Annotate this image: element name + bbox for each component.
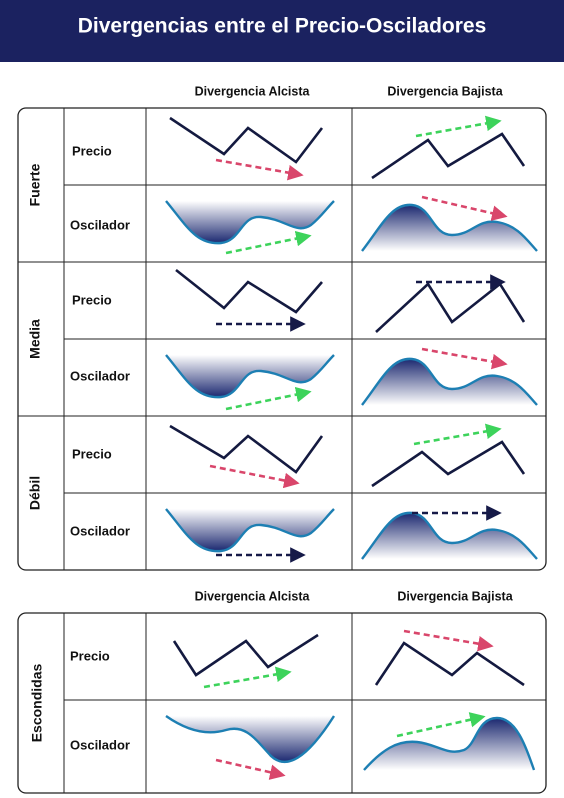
row-label: Oscilador: [70, 217, 130, 232]
column-header: Divergencia Bajista: [387, 84, 503, 98]
header-band: [0, 0, 564, 62]
column-header: Divergencia Bajista: [397, 589, 513, 603]
column-header: Divergencia Alcista: [195, 84, 311, 98]
column-header: Divergencia Alcista: [195, 589, 311, 603]
row-label: Precio: [72, 292, 112, 307]
group-label: Media: [27, 319, 43, 359]
grid: [63, 613, 546, 793]
table: [17, 612, 547, 794]
row-label: Precio: [70, 648, 110, 663]
sketches: [164, 629, 536, 780]
sketches: [164, 115, 539, 563]
row-label: Oscilador: [70, 523, 130, 538]
row-label: Oscilador: [70, 737, 130, 752]
title: Divergencias entre el Precio-Osciladores: [78, 15, 487, 38]
row-label: Precio: [72, 446, 112, 461]
group-label: Escondidas: [29, 664, 45, 743]
group-label: Débil: [27, 476, 43, 510]
grid: [18, 108, 546, 570]
row-label: Oscilador: [70, 368, 130, 383]
row-label: Precio: [72, 143, 112, 158]
group-label: Fuerte: [27, 163, 43, 206]
